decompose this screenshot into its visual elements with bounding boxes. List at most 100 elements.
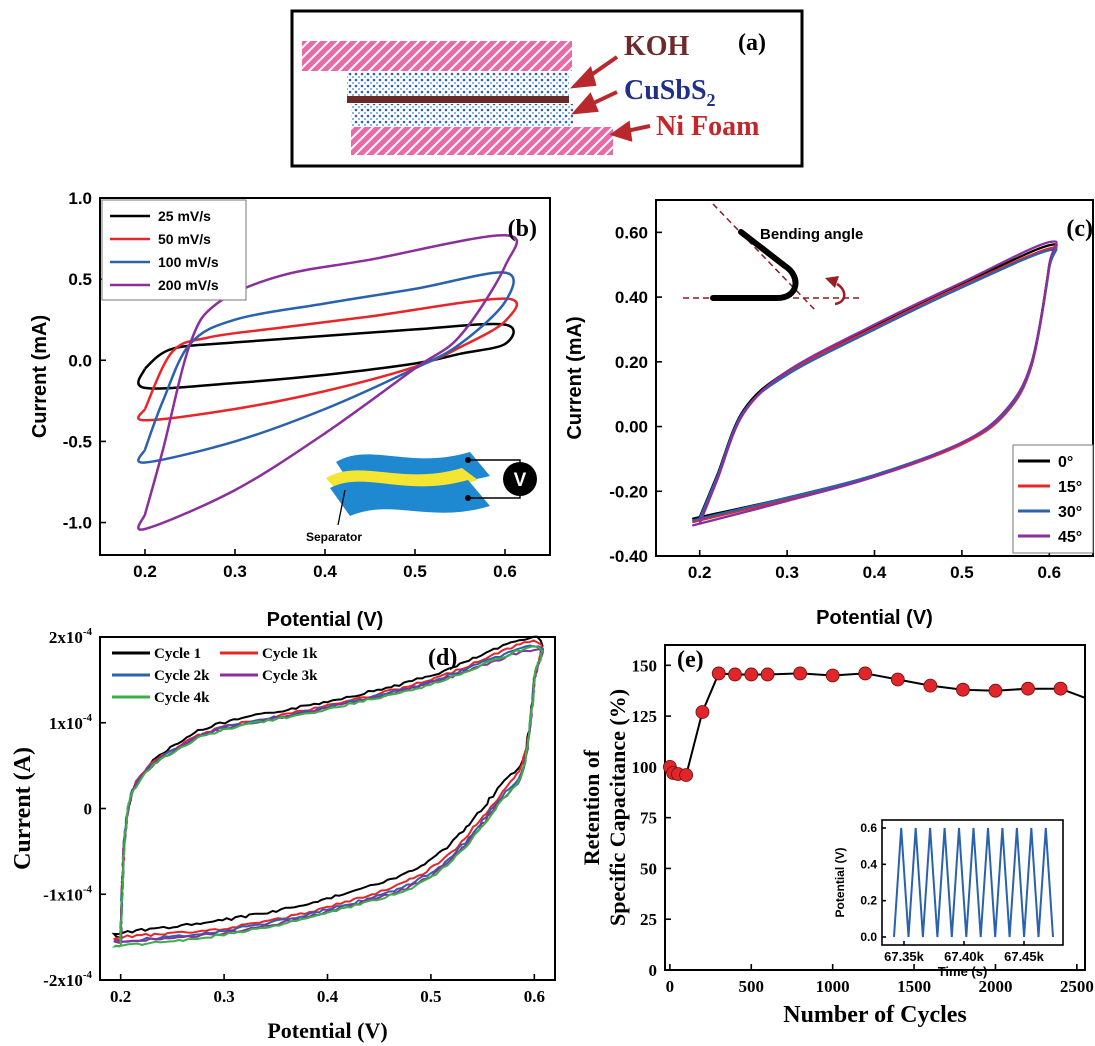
x-tick-label: 2500: [1060, 977, 1094, 996]
retention-point: [923, 678, 938, 693]
cv-curve-bend-3: [692, 240, 1058, 527]
legend-label: Cycle 1k: [262, 646, 318, 662]
legend-label: 25 mV/s: [158, 208, 211, 224]
panel-label-c: (c): [1066, 216, 1093, 242]
x-tick-label: 0.6: [524, 987, 545, 1006]
chart-panel-d: 0.2 0.3 0.4 0.5 0.62x10-41x10-40-1x10-4-2x10…: [10, 626, 556, 1043]
y-tick-label-text: 0: [84, 800, 93, 819]
legend-label: Cycle 1: [154, 646, 201, 662]
y-tick-label: 0.5: [68, 270, 92, 289]
inset-x-tick-label: 67.40k: [944, 949, 985, 964]
panel-label-d: (d): [428, 645, 457, 671]
y-tick-label-text: 0: [649, 961, 658, 980]
retention-point: [760, 667, 775, 682]
voltmeter-icon: [503, 462, 537, 496]
y-tick-label: -2x10-4: [43, 969, 92, 990]
cv-curve-cycle-2k: [114, 644, 545, 944]
y-axis-label: Current (mA): [29, 315, 51, 438]
cv-curve-cycle-1k: [113, 639, 544, 943]
x-axis-label: Potential (V): [267, 1018, 387, 1043]
y-tick-label: -0.5: [63, 432, 92, 451]
y-tick-label: 100: [632, 758, 658, 777]
y-tick-label-text: 25: [640, 910, 657, 929]
x-tick-label: 0.2: [110, 987, 131, 1006]
x-tick-label: 0.4: [317, 987, 339, 1006]
cv-curve-bend-2: [692, 247, 1058, 522]
y-tick-label: 0: [84, 800, 93, 819]
y-tick-exponent: -4: [83, 883, 93, 895]
rotation-arrow-icon: [834, 282, 846, 306]
cv-curve-25-mv-s: [137, 322, 515, 390]
x-tick-label: 0.3: [223, 562, 247, 581]
inset-x-tick-label: 67.45k: [1004, 949, 1045, 964]
y-tick-label-text: 0.5: [68, 270, 92, 289]
y-tick-label-text: 150: [632, 656, 658, 675]
panel-label-b: (b): [508, 216, 537, 242]
voltmeter-label: V: [514, 470, 527, 491]
panel-label-a: (a): [738, 30, 766, 56]
legend-label: 100 mV/s: [158, 254, 219, 270]
retention-point: [956, 682, 970, 697]
label-koh: KOH: [624, 31, 690, 62]
x-tick-label: 0.2: [688, 563, 712, 582]
retention-point: [988, 683, 1003, 698]
legend: Cycle 1 Cycle 1k Cycle 2k Cycle 3k Cycle 4k: [112, 646, 318, 706]
y-tick-label: 50: [640, 859, 657, 878]
bending-angle-label: Bending angle: [760, 226, 863, 243]
retention-point: [825, 668, 840, 683]
cv-curve-cycle-1: [111, 635, 544, 939]
inset-gcd-waveform: [893, 827, 1054, 938]
y-tick-label-text: 0.0: [68, 351, 92, 370]
y-tick-label: 0.60: [615, 223, 648, 242]
inset-x-tick-label: 67.35k: [884, 949, 925, 964]
x-axis-label: Number of Cycles: [783, 1002, 967, 1028]
inset-gcd-chart: 0.0 0.2 0.4 0.6 67.35k 67.40k 67.45k Time (s) Po…: [833, 819, 1064, 979]
x-tick-label: 0.3: [213, 987, 234, 1006]
x-tick-label: 1500: [897, 977, 931, 996]
y-axis-label-line1: Retention of: [579, 749, 604, 865]
retention-point: [1053, 681, 1068, 696]
ni-foam-top-layer: [302, 41, 572, 71]
retention-point: [711, 666, 726, 681]
y-tick-label: 0.00: [615, 418, 648, 437]
x-tick-label: 2000: [978, 977, 1012, 996]
y-tick-label-text: 0.00: [615, 418, 648, 437]
y-tick-label-text: 75: [640, 809, 657, 828]
arrow-koh-head: [569, 66, 597, 89]
y-tick-label-text: 0.60: [615, 223, 648, 242]
cusbs2-top-layer: [347, 72, 569, 99]
y-tick-label: 1x10-4: [49, 712, 93, 733]
bend-reference-line: [712, 203, 818, 313]
retention-point: [679, 768, 694, 782]
y-tick-label-text: 50: [640, 859, 657, 878]
electrode-bottom-icon: [330, 480, 490, 516]
y-tick-label-text: -0.40: [609, 547, 648, 566]
legend-label: Cycle 4k: [154, 690, 210, 706]
cusbs2-bottom-layer: [351, 104, 573, 130]
schematic-panel-a: KOH CuSbS2 Ni Foam (a): [290, 9, 804, 168]
y-tick-label-text: 0.20: [615, 353, 648, 372]
legend-label: Cycle 3k: [262, 668, 318, 684]
y-axis-label: Current (mA): [564, 316, 586, 439]
cv-curve-200-mv-s: [137, 234, 519, 531]
x-tick-label: 1000: [816, 977, 850, 996]
inset-y-tick-label: 0.0: [860, 930, 877, 944]
retention-point: [1021, 681, 1035, 696]
label-cusbs2: CuSbS2: [624, 75, 716, 110]
y-tick-label: 125: [632, 707, 658, 726]
x-tick-label: 0.5: [420, 987, 441, 1006]
x-tick-label: 0.4: [863, 563, 887, 582]
separator-label: Separator: [306, 530, 362, 544]
y-tick-label-text: 2x10: [49, 628, 83, 647]
cv-curve-50-mv-s: [137, 297, 519, 422]
y-tick-label-text: -1.0: [63, 514, 92, 533]
x-tick-label: 0.4: [313, 562, 337, 581]
ni-foam-bottom-layer: [351, 127, 613, 155]
panel-label-e: (e): [677, 647, 704, 673]
cv-curve-cycle-4k: [111, 644, 544, 948]
inset-y-tick-label: 0.6: [860, 821, 877, 835]
y-tick-label-text: 1.0: [68, 189, 92, 208]
retention-point: [728, 667, 742, 682]
y-tick-label-text: -2x10: [43, 971, 83, 990]
legend: 25 mV/s 50 mV/s 100 mV/s 200 mV/s: [101, 199, 247, 301]
